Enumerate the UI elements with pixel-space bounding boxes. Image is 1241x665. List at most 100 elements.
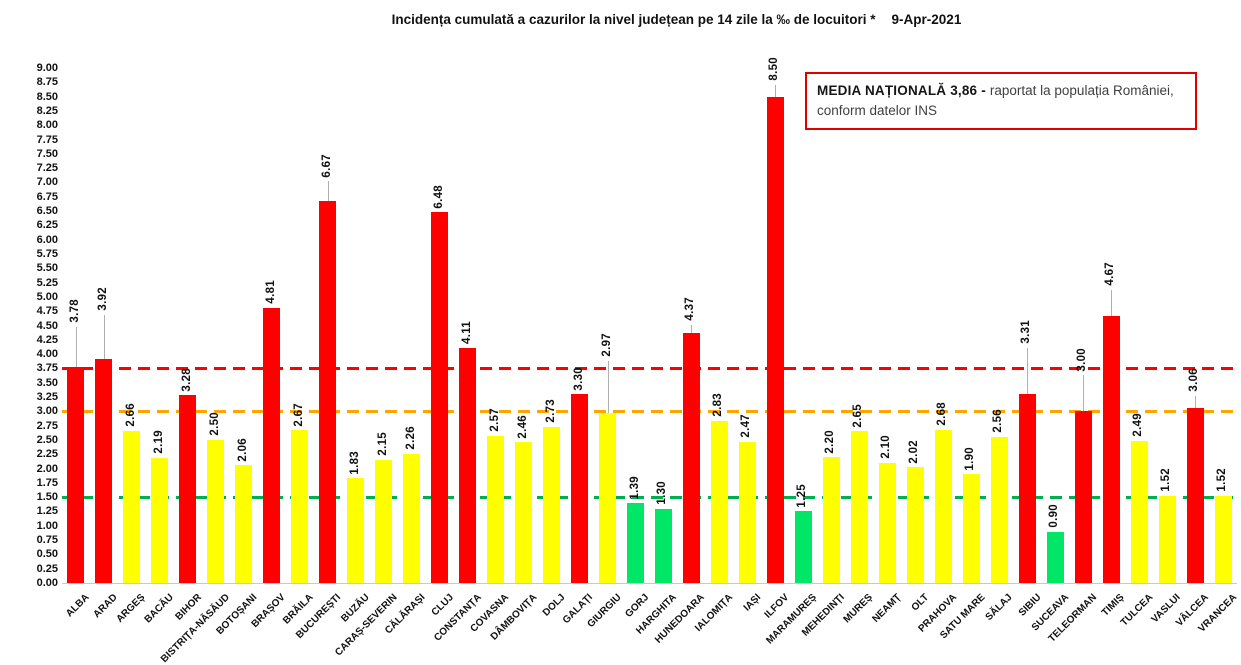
bar-value-label: 3.78 bbox=[68, 299, 81, 323]
county-bar bbox=[319, 201, 337, 583]
x-axis-county-label: OLT bbox=[909, 592, 932, 614]
bar-value-label: 0.90 bbox=[1048, 503, 1061, 528]
y-axis-tick-label: 5.50 bbox=[36, 262, 58, 275]
county-bar bbox=[1074, 411, 1092, 583]
county-bar bbox=[1214, 496, 1232, 583]
bar-value-label: 4.67 bbox=[1104, 262, 1117, 286]
y-axis-tick-label: 5.75 bbox=[36, 247, 58, 260]
bar-value-label: 1.39 bbox=[628, 475, 641, 500]
bar-value-label: 3.06 bbox=[1188, 368, 1201, 392]
x-axis-county-label: ALBA bbox=[64, 592, 92, 620]
value-label-leader-line bbox=[607, 361, 609, 414]
value-label-leader-line bbox=[775, 84, 777, 97]
y-axis-tick-label: 6.25 bbox=[36, 219, 58, 232]
bar-value-label: 2.20 bbox=[824, 429, 837, 454]
county-bar bbox=[878, 462, 896, 583]
bar-value-label: 2.83 bbox=[712, 393, 725, 418]
bar-value-label: 2.56 bbox=[992, 408, 1005, 433]
bar-value-label: 1.25 bbox=[796, 483, 809, 508]
county-bar bbox=[95, 358, 113, 583]
county-bar bbox=[1046, 531, 1064, 583]
bar-value-label: 3.00 bbox=[1076, 347, 1089, 372]
value-label-leader-line bbox=[1111, 289, 1113, 316]
y-axis-tick-label: 2.50 bbox=[36, 433, 58, 446]
bar-value-label: 2.06 bbox=[236, 437, 249, 462]
value-label-leader-line bbox=[75, 326, 77, 367]
county-bar bbox=[599, 413, 617, 583]
bar-value-label: 2.15 bbox=[376, 432, 389, 456]
y-axis-tick-label: 3.00 bbox=[36, 405, 58, 418]
y-axis-tick-label: 2.75 bbox=[36, 419, 58, 432]
x-axis-county-label: IAȘI bbox=[741, 592, 764, 614]
y-axis-tick-label: 4.75 bbox=[36, 305, 58, 318]
y-axis-tick-label: 8.25 bbox=[36, 104, 58, 117]
y-axis-tick-label: 8.50 bbox=[36, 90, 58, 103]
county-bar bbox=[822, 457, 840, 583]
x-axis-county-label: TIMIȘ bbox=[1100, 592, 1127, 619]
county-bar bbox=[207, 439, 225, 583]
bar-value-label: 2.97 bbox=[600, 333, 613, 358]
y-axis-tick-label: 0.50 bbox=[36, 548, 58, 561]
x-axis-county-label: ARGEȘ bbox=[114, 592, 148, 625]
county-bar bbox=[235, 465, 253, 583]
value-label-leader-line bbox=[1083, 375, 1085, 412]
county-bar bbox=[906, 467, 924, 583]
bar-value-label: 2.46 bbox=[516, 414, 529, 439]
bar-value-label: 1.30 bbox=[656, 481, 669, 505]
value-label-leader-line bbox=[1027, 347, 1029, 394]
bar-value-label: 3.92 bbox=[96, 287, 109, 311]
bar-value-label: 2.02 bbox=[908, 439, 921, 464]
y-axis-tick-label: 4.25 bbox=[36, 333, 58, 346]
bar-value-label: 1.83 bbox=[348, 450, 361, 475]
bar-value-label: 2.66 bbox=[124, 403, 137, 427]
county-bar bbox=[123, 430, 141, 583]
bar-value-label: 1.90 bbox=[964, 446, 977, 471]
chart-title-date: 9-Apr-2021 bbox=[891, 12, 962, 27]
y-axis-tick-label: 2.25 bbox=[36, 448, 58, 461]
y-axis-tick-label: 4.00 bbox=[36, 348, 58, 361]
county-bar bbox=[347, 478, 365, 583]
value-label-leader-line bbox=[1195, 395, 1197, 408]
y-axis-tick-label: 7.00 bbox=[36, 176, 58, 189]
county-bar bbox=[766, 96, 784, 583]
y-axis-tick-label: 6.00 bbox=[36, 233, 58, 246]
value-label-leader-line bbox=[103, 314, 105, 359]
y-axis-tick-label: 1.00 bbox=[36, 519, 58, 532]
county-bar bbox=[934, 429, 952, 583]
reference-line bbox=[62, 495, 1237, 499]
national-average-box: MEDIA NAȚIONALĂ 3,86 - raportat la popul… bbox=[805, 72, 1197, 131]
reference-line bbox=[62, 409, 1237, 413]
y-axis-tick-label: 0.75 bbox=[36, 534, 58, 547]
county-bar bbox=[1130, 440, 1148, 583]
county-bar bbox=[990, 436, 1008, 583]
x-axis-county-label: SĂLAJ bbox=[984, 592, 1015, 623]
county-bar bbox=[151, 457, 169, 583]
county-bar bbox=[487, 435, 505, 583]
bar-value-label: 2.10 bbox=[880, 435, 893, 459]
x-axis-county-label: BACĂU bbox=[142, 592, 176, 626]
x-axis-county-label: CLUJ bbox=[429, 592, 456, 619]
y-axis-tick-label: 7.25 bbox=[36, 162, 58, 175]
chart-title-text: Incidența cumulată a cazurilor la nivel … bbox=[391, 12, 876, 27]
bar-value-label: 2.73 bbox=[544, 399, 557, 423]
county-bar bbox=[179, 395, 197, 583]
y-axis-tick-label: 6.75 bbox=[36, 190, 58, 203]
county-bar bbox=[627, 503, 644, 583]
county-bar bbox=[1186, 407, 1204, 583]
county-bar bbox=[962, 474, 980, 583]
bar-value-label: 2.50 bbox=[208, 412, 221, 436]
y-axis-tick-label: 3.25 bbox=[36, 391, 58, 404]
bar-value-label: 3.31 bbox=[1020, 320, 1033, 344]
bar-value-label: 2.57 bbox=[488, 408, 501, 432]
bar-value-label: 3.28 bbox=[180, 367, 193, 392]
bar-value-label: 3.30 bbox=[572, 366, 585, 391]
y-axis-tick-label: 4.50 bbox=[36, 319, 58, 332]
county-bar bbox=[291, 430, 309, 583]
y-axis-tick-label: 1.75 bbox=[36, 476, 58, 489]
county-bar bbox=[738, 441, 756, 583]
county-bar bbox=[543, 426, 561, 583]
y-axis-tick-label: 1.25 bbox=[36, 505, 58, 518]
bar-value-label: 6.48 bbox=[432, 184, 445, 209]
bar-value-label: 2.19 bbox=[152, 430, 165, 454]
y-axis-tick-label: 0.25 bbox=[36, 562, 58, 575]
